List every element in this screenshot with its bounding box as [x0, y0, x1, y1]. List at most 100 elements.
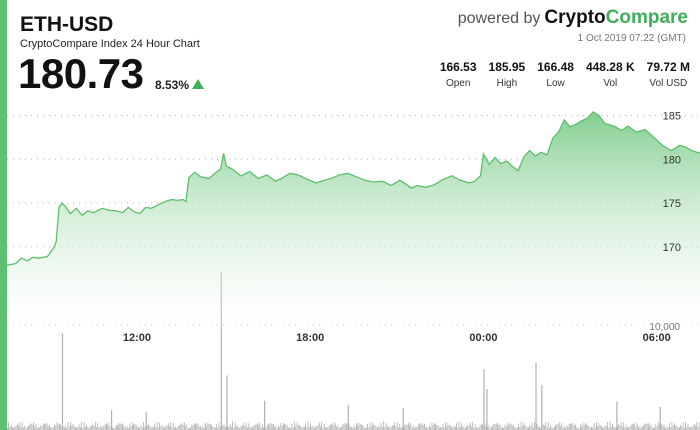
volume-bar — [285, 424, 287, 430]
volume-bar — [380, 423, 382, 430]
volume-bar — [488, 425, 490, 430]
volume-bar — [244, 425, 246, 430]
volume-bar — [18, 425, 19, 430]
volume-bar — [440, 427, 441, 430]
volume-bar — [612, 423, 613, 430]
stat-high: 185.95 High — [489, 60, 526, 89]
volume-bar — [328, 425, 330, 430]
volume-bar — [68, 426, 70, 430]
volume-bar — [187, 427, 189, 430]
volume-bar — [155, 426, 157, 430]
volume-bar — [12, 426, 13, 430]
volume-bar — [104, 424, 106, 430]
volume-bar — [364, 427, 366, 430]
volume-bar — [234, 422, 236, 430]
volume-bar — [62, 426, 64, 430]
volume-bar — [435, 424, 436, 430]
volume-bar — [481, 424, 482, 430]
volume-bar — [686, 426, 688, 430]
volume-bar — [597, 425, 599, 430]
volume-bar — [676, 426, 678, 430]
volume-bar — [690, 427, 691, 430]
volume-bar — [551, 427, 553, 430]
volume-bar — [291, 424, 293, 430]
volume-bar — [30, 423, 32, 430]
volume-bar — [464, 427, 466, 430]
volume-bar — [609, 421, 611, 430]
volume-bar — [457, 427, 459, 430]
volume-bar — [50, 427, 52, 430]
volume-bar — [139, 427, 141, 430]
volume-bar — [441, 427, 443, 430]
stats-row: 166.53 Open 185.95 High 166.48 Low 448.2… — [428, 60, 690, 89]
volume-bar — [220, 272, 222, 430]
volume-bar — [510, 424, 512, 430]
volume-bar — [51, 426, 53, 430]
powered-by[interactable]: powered by CryptoCompare — [458, 7, 688, 29]
volume-bar — [233, 427, 235, 430]
volume-bar — [26, 426, 28, 430]
volume-bar — [581, 426, 582, 430]
volume-bar — [463, 426, 465, 430]
volume-bar — [365, 427, 367, 430]
volume-bar — [471, 426, 472, 430]
volume-bar — [144, 426, 146, 430]
volume-bar — [317, 425, 319, 430]
volume-bar — [294, 422, 295, 430]
volume-bar — [511, 425, 513, 430]
volume-bar — [582, 422, 584, 430]
volume-bar — [458, 421, 460, 430]
volume-bar — [316, 425, 318, 430]
volume-bar — [190, 427, 191, 430]
volume-bar — [472, 422, 474, 430]
stat-vol-usd: 79.72 M Vol USD — [647, 60, 690, 89]
volume-bar — [521, 425, 523, 430]
volume-bar — [226, 375, 228, 430]
volume-bar — [322, 427, 324, 430]
volume-bar — [570, 424, 571, 430]
volume-bar — [572, 423, 574, 430]
volume-bar — [228, 426, 230, 430]
volume-bar — [645, 424, 647, 430]
volume-bar — [359, 424, 361, 430]
volume-bar — [467, 424, 469, 430]
volume-bar — [122, 423, 123, 430]
volume-bar — [487, 427, 488, 430]
volume-bar — [184, 422, 185, 430]
volume-bar — [320, 426, 321, 430]
volume-bar — [630, 424, 632, 430]
stat-value: 185.95 — [488, 60, 526, 74]
volume-bar — [598, 423, 600, 430]
volume-bar — [16, 423, 18, 430]
volume-bar — [578, 427, 580, 430]
volume-bar — [409, 425, 410, 430]
volume-bar — [269, 423, 271, 430]
volume-bar — [419, 424, 420, 430]
volume-bar — [672, 425, 674, 430]
volume-bar — [280, 422, 282, 430]
volume-bar — [692, 425, 694, 430]
volume-bar — [85, 426, 86, 430]
volume-bar — [634, 422, 636, 430]
volume-bar — [343, 424, 345, 430]
stat-low: 166.48 Low — [537, 60, 574, 89]
volume-bar — [174, 427, 175, 430]
volume-bar — [63, 427, 65, 430]
volume-bar — [127, 426, 128, 430]
stat-label: Low — [546, 78, 565, 89]
volume-bar — [332, 422, 334, 430]
volume-bar — [502, 427, 503, 430]
volume-bar — [292, 427, 294, 430]
volume-bar — [651, 427, 653, 430]
volume-bar — [191, 424, 193, 430]
volume-bar — [525, 425, 527, 430]
volume-bar — [205, 423, 206, 430]
volume-bar — [363, 427, 365, 430]
volume-bar — [667, 427, 669, 430]
volume-bar — [208, 424, 210, 430]
volume-bar — [367, 424, 368, 430]
volume-bar — [557, 424, 559, 430]
volume-bar — [151, 427, 153, 430]
volume-bar — [300, 426, 302, 430]
